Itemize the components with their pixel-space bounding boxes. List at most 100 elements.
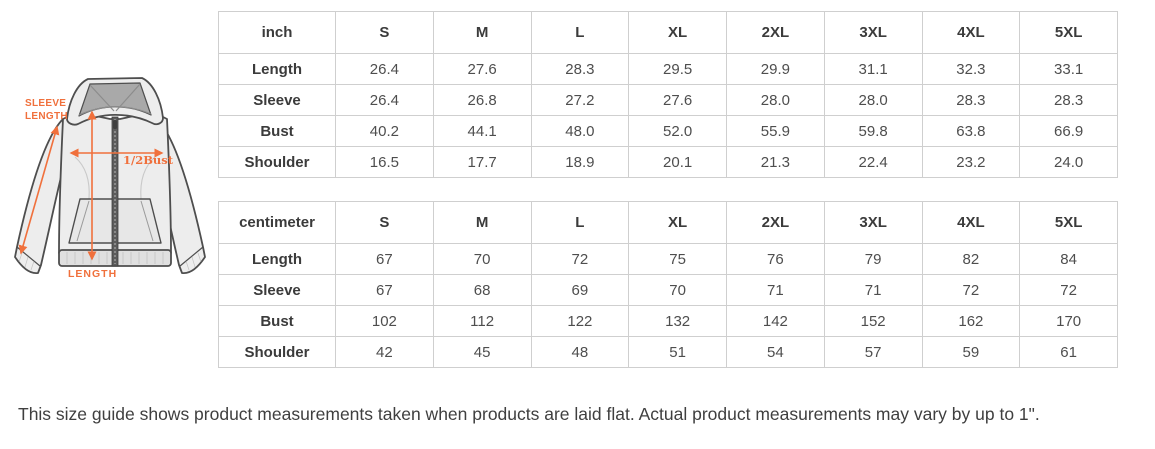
- value-cell: 72: [1019, 274, 1118, 306]
- value-cell: 17.7: [432, 146, 532, 178]
- value-cell: 44.1: [432, 115, 532, 147]
- value-cell: 72: [921, 274, 1021, 306]
- value-cell: 59: [921, 336, 1021, 368]
- hoodie-illustration: SLEEVE LENGTH 1/2Bust LENGTH: [14, 77, 206, 280]
- value-cell: 67: [335, 243, 434, 275]
- value-cell: 32.3: [921, 53, 1021, 85]
- size-header-cell: S: [335, 201, 434, 244]
- value-cell: 18.9: [530, 146, 630, 178]
- length-label: LENGTH: [68, 268, 117, 280]
- value-cell: 31.1: [823, 53, 923, 85]
- header-row: centimeter S M L XL 2XL 3XL 4XL 5XL: [218, 201, 1118, 244]
- measurement-row: Sleeve 26.4 26.8 27.2 27.6 28.0 28.0 28.3 28.3: [218, 84, 1118, 116]
- measurement-row: Bust 40.2 44.1 48.0 52.0 55.9 59.8 63.8 66.9: [218, 115, 1118, 147]
- value-cell: 26.4: [335, 84, 434, 116]
- size-header-cell: S: [335, 11, 434, 54]
- value-cell: 54: [726, 336, 825, 368]
- value-cell: 28.0: [726, 84, 825, 116]
- size-header-cell: M: [432, 201, 532, 244]
- row-label-cell: Sleeve: [218, 84, 336, 116]
- size-header-cell: 4XL: [921, 201, 1021, 244]
- value-cell: 21.3: [726, 146, 825, 178]
- measurement-row: Length 26.4 27.6 28.3 29.5 29.9 31.1 32.3 33.1: [218, 53, 1118, 85]
- size-guide-note: This size guide shows product measuremen…: [18, 404, 1040, 424]
- value-cell: 72: [530, 243, 630, 275]
- value-cell: 152: [823, 305, 923, 337]
- value-cell: 67: [335, 274, 434, 306]
- value-cell: 51: [628, 336, 727, 368]
- row-label-cell: Bust: [218, 305, 336, 337]
- value-cell: 55.9: [726, 115, 825, 147]
- hem-rib-texture: [66, 252, 164, 264]
- size-header-cell: 4XL: [921, 11, 1021, 54]
- hoodie-measurement-diagram: SLEEVE LENGTH 1/2Bust LENGTH: [5, 57, 215, 292]
- measurement-row: Sleeve 67 68 69 70 71 71 72 72: [218, 274, 1118, 306]
- hoodie-right-cuff: [179, 246, 204, 267]
- value-cell: 52.0: [628, 115, 727, 147]
- size-header-cell: 3XL: [823, 201, 923, 244]
- value-cell: 170: [1019, 305, 1118, 337]
- zipper-pull: [113, 120, 117, 129]
- value-cell: 102: [335, 305, 434, 337]
- size-header-cell: 5XL: [1019, 201, 1118, 244]
- value-cell: 59.8: [823, 115, 923, 147]
- value-cell: 20.1: [628, 146, 727, 178]
- half-bust-label: 1/2Bust: [123, 153, 174, 167]
- value-cell: 71: [823, 274, 923, 306]
- value-cell: 16.5: [335, 146, 434, 178]
- unit-header-cell: centimeter: [218, 201, 336, 244]
- value-cell: 79: [823, 243, 923, 275]
- value-cell: 26.4: [335, 53, 434, 85]
- value-cell: 28.3: [530, 53, 630, 85]
- value-cell: 28.3: [1019, 84, 1118, 116]
- value-cell: 24.0: [1019, 146, 1118, 178]
- size-header-cell: L: [530, 201, 630, 244]
- value-cell: 42: [335, 336, 434, 368]
- value-cell: 40.2: [335, 115, 434, 147]
- value-cell: 29.5: [628, 53, 727, 85]
- measurement-row: Shoulder 16.5 17.7 18.9 20.1 21.3 22.4 23.2 24.0: [218, 146, 1118, 178]
- size-header-cell: XL: [628, 11, 727, 54]
- size-header-cell: 2XL: [726, 201, 825, 244]
- value-cell: 28.3: [921, 84, 1021, 116]
- size-header-cell: L: [530, 11, 630, 54]
- row-label-cell: Length: [218, 53, 336, 85]
- size-header-cell: 3XL: [823, 11, 923, 54]
- size-header-cell: XL: [628, 201, 727, 244]
- unit-header-cell: inch: [218, 11, 336, 54]
- value-cell: 29.9: [726, 53, 825, 85]
- value-cell: 82: [921, 243, 1021, 275]
- sleeve-length-arrow: [18, 125, 60, 255]
- value-cell: 68: [432, 274, 532, 306]
- measurement-row: Bust 102 112 122 132 142 152 162 170: [218, 305, 1118, 337]
- value-cell: 66.9: [1019, 115, 1118, 147]
- value-cell: 162: [921, 305, 1021, 337]
- value-cell: 71: [726, 274, 825, 306]
- value-cell: 75: [628, 243, 727, 275]
- row-label-cell: Bust: [218, 115, 336, 147]
- sleeve-length-label: SLEEVE LENGTH: [25, 98, 69, 122]
- value-cell: 48.0: [530, 115, 630, 147]
- value-cell: 26.8: [432, 84, 532, 116]
- value-cell: 142: [726, 305, 825, 337]
- value-cell: 132: [628, 305, 727, 337]
- value-cell: 23.2: [921, 146, 1021, 178]
- row-label-cell: Shoulder: [218, 336, 336, 368]
- size-header-cell: M: [432, 11, 532, 54]
- measurement-row: Shoulder 42 45 48 51 54 57 59 61: [218, 336, 1118, 368]
- value-cell: 112: [432, 305, 532, 337]
- value-cell: 70: [628, 274, 727, 306]
- value-cell: 69: [530, 274, 630, 306]
- size-table-centimeter: centimeter S M L XL 2XL 3XL 4XL 5XL Length 67 70 72 7…: [218, 201, 1118, 368]
- value-cell: 33.1: [1019, 53, 1118, 85]
- value-cell: 61: [1019, 336, 1118, 368]
- value-cell: 22.4: [823, 146, 923, 178]
- size-header-cell: 2XL: [726, 11, 825, 54]
- value-cell: 122: [530, 305, 630, 337]
- value-cell: 70: [432, 243, 532, 275]
- value-cell: 27.6: [432, 53, 532, 85]
- value-cell: 27.6: [628, 84, 727, 116]
- row-label-cell: Shoulder: [218, 146, 336, 178]
- value-cell: 45: [432, 336, 532, 368]
- size-header-cell: 5XL: [1019, 11, 1118, 54]
